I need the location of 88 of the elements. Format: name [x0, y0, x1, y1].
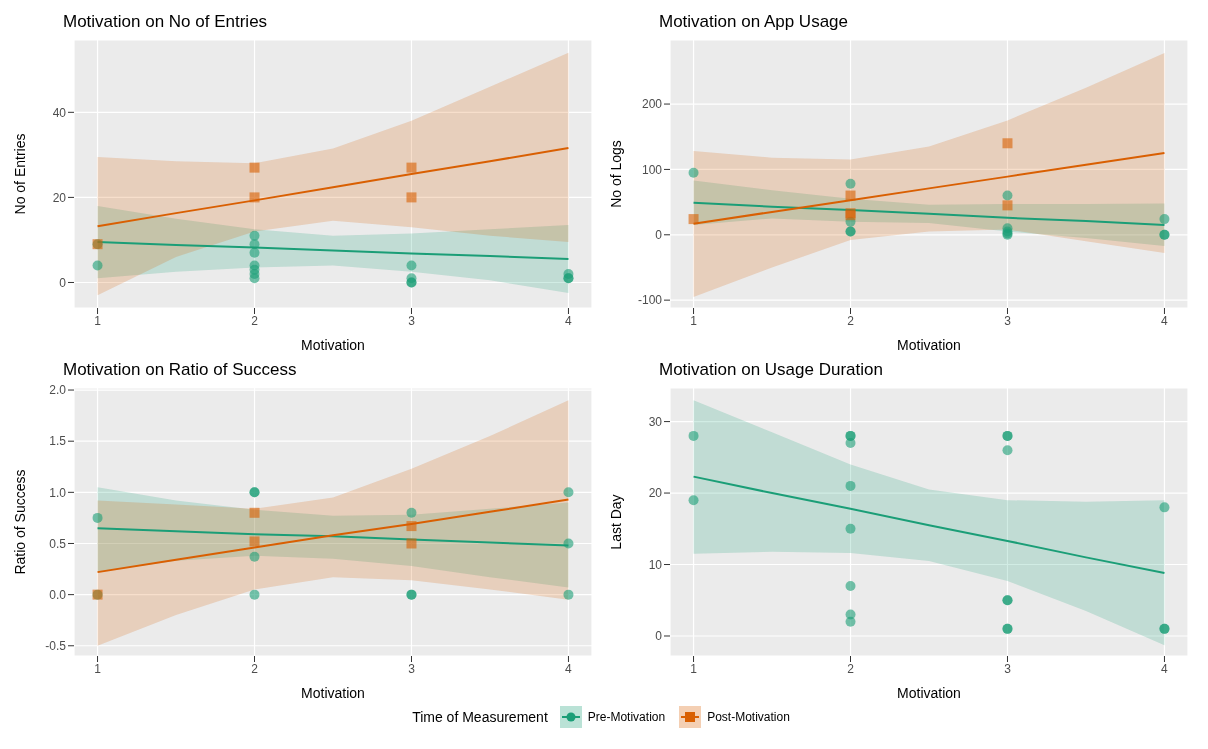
x-axis-title: Motivation — [897, 685, 961, 701]
y-tick-label: 1.0 — [49, 485, 67, 500]
x-axis-title: Motivation — [897, 337, 961, 353]
x-axis-title: Motivation — [301, 685, 365, 701]
y-tick-label: 0.5 — [49, 536, 67, 551]
point — [92, 512, 103, 523]
point — [249, 230, 260, 241]
point — [406, 192, 417, 203]
point — [845, 523, 856, 534]
x-tick-label: 2 — [251, 313, 259, 328]
x-tick-label: 1 — [690, 313, 698, 328]
line-series — [96, 147, 570, 228]
y-tick-label: 2.0 — [49, 383, 67, 398]
y-tick-label: 200 — [641, 97, 663, 112]
y-tick-label: 0 — [655, 228, 663, 243]
x-tick-label: 4 — [1161, 661, 1169, 676]
x-tick-label: 1 — [94, 313, 102, 328]
point — [1159, 214, 1170, 225]
y-tick-label: 0.0 — [49, 587, 67, 602]
point — [563, 487, 574, 498]
point — [249, 239, 260, 250]
point — [1002, 138, 1013, 149]
point — [249, 507, 260, 518]
legend-title: Time of Measurement — [412, 709, 548, 725]
point — [249, 551, 260, 562]
point — [406, 260, 417, 271]
point — [845, 580, 856, 591]
x-tick-label: 4 — [565, 313, 573, 328]
y-tick-label: -100 — [637, 293, 663, 308]
point — [406, 521, 417, 532]
point — [688, 430, 699, 441]
x-tick-label: 3 — [408, 661, 416, 676]
point — [563, 589, 574, 600]
x-tick-label: 2 — [251, 661, 259, 676]
y-tick-label: 0 — [655, 629, 663, 644]
point — [1002, 445, 1013, 456]
x-tick-label: 1 — [94, 661, 102, 676]
point — [249, 273, 260, 284]
y-axis-title: No of Entries — [11, 133, 28, 215]
y-tick-label: -0.5 — [45, 639, 67, 654]
point — [845, 438, 856, 449]
point — [845, 178, 856, 189]
y-axis-title: No of Logs — [607, 140, 624, 208]
legend-label: Pre-Motivation — [587, 710, 666, 724]
line-series — [692, 475, 1166, 575]
y-tick-label: 20 — [52, 190, 67, 205]
chart-title: Motivation on No of Entries — [62, 11, 269, 33]
y-axis-title: Last Day — [607, 494, 624, 550]
y-tick-label: 10 — [648, 557, 663, 572]
x-axis-title: Motivation — [301, 337, 365, 353]
y-tick-label: 30 — [648, 414, 663, 429]
y-tick-label: 100 — [641, 162, 663, 177]
point — [1159, 502, 1170, 513]
point — [688, 495, 699, 506]
x-tick-label: 2 — [847, 661, 855, 676]
x-tick-label: 1 — [690, 661, 698, 676]
legend-label: Post-Motivation — [707, 710, 790, 724]
chart-title: Motivation on Ratio of Success — [62, 359, 298, 381]
point — [1002, 200, 1013, 211]
point — [845, 480, 856, 491]
y-tick-label: 1.5 — [49, 434, 67, 449]
x-tick-label: 4 — [565, 661, 573, 676]
point — [92, 260, 103, 271]
point — [688, 167, 699, 178]
point — [688, 214, 699, 225]
point — [845, 616, 856, 627]
y-axis-title: Ratio of Success — [11, 469, 28, 575]
y-tick-label: 40 — [52, 105, 67, 120]
x-tick-label: 3 — [1004, 661, 1012, 676]
x-tick-label: 4 — [1161, 313, 1169, 328]
x-tick-label: 3 — [408, 313, 416, 328]
point — [563, 538, 574, 549]
point — [406, 507, 417, 518]
point — [845, 190, 856, 201]
point — [406, 538, 417, 549]
point — [249, 162, 260, 173]
point — [406, 162, 417, 173]
point — [249, 247, 260, 258]
point — [249, 192, 260, 203]
point — [1002, 190, 1013, 201]
y-tick-label: 0 — [59, 275, 67, 290]
chart-title: Motivation on App Usage — [658, 11, 849, 33]
x-tick-label: 3 — [1004, 313, 1012, 328]
point — [249, 536, 260, 547]
point — [249, 589, 260, 600]
x-tick-label: 2 — [847, 313, 855, 328]
y-tick-label: 20 — [648, 486, 663, 501]
chart-title: Motivation on Usage Duration — [658, 359, 884, 381]
